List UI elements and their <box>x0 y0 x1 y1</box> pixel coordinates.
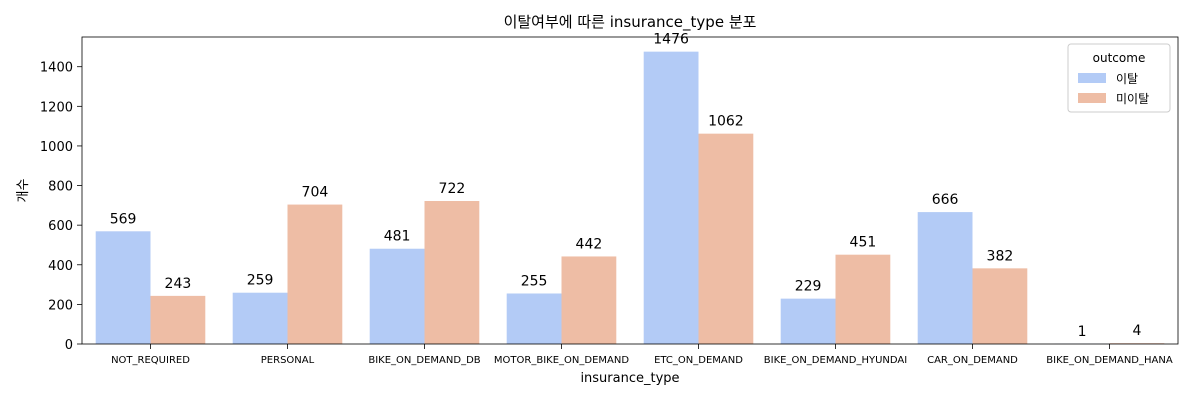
data-label: 722 <box>439 181 466 197</box>
legend-label: 이탈 <box>1116 72 1138 86</box>
bar-series2-bike-on-demand-db <box>424 200 480 344</box>
x-tick-label: ETC_ON_DEMAND <box>654 355 743 366</box>
bar-series1-etc-on-demand <box>643 51 699 345</box>
x-tick-label: NOT_REQUIRED <box>111 355 190 366</box>
x-tick-label: BIKE_ON_DEMAND_HYUNDAI <box>764 355 907 366</box>
y-tick-label: 200 <box>48 298 73 313</box>
bar-series1-bike-on-demand-hyundai <box>780 298 836 344</box>
data-label: 442 <box>576 236 603 252</box>
bar-series1-car-on-demand <box>917 212 973 344</box>
bar-series1-motor-bike-on-demand <box>506 293 562 344</box>
bar-series1-personal <box>232 292 288 344</box>
x-tick-label: BIKE_ON_DEMAND_DB <box>368 355 480 366</box>
y-tick-label: 1000 <box>40 140 73 155</box>
axes-frame <box>81 36 1179 345</box>
bar-series2-motor-bike-on-demand <box>561 256 617 344</box>
data-label: 481 <box>384 229 411 245</box>
y-tick-label: 400 <box>48 259 73 274</box>
data-label: 243 <box>165 276 192 292</box>
y-tick-label: 0 <box>65 338 73 353</box>
data-label: 382 <box>987 248 1014 264</box>
x-tick-label: CAR_ON_DEMAND <box>927 355 1018 366</box>
legend-swatch <box>1078 93 1106 103</box>
y-tick-label: 800 <box>48 180 73 195</box>
data-label: 451 <box>850 235 877 251</box>
chart-title: 이탈여부에 따른 insurance_type 분포 <box>504 13 757 32</box>
data-label: 569 <box>110 211 137 227</box>
data-label: 1 <box>1078 324 1087 340</box>
x-axis-label: insurance_type <box>580 371 679 386</box>
bar-series2-bike-on-demand-hyundai <box>835 254 891 344</box>
bar-series1-not-required <box>95 231 151 344</box>
y-tick-label: 1400 <box>40 61 73 76</box>
legend-label: 미이탈 <box>1116 92 1149 106</box>
x-tick-label: BIKE_ON_DEMAND_HANA <box>1046 355 1173 366</box>
legend-title: outcome <box>1093 51 1146 65</box>
y-axis-label: 개수 <box>16 179 31 203</box>
bar-series2-personal <box>287 204 343 344</box>
data-label: 229 <box>795 279 822 295</box>
legend-swatch <box>1078 73 1106 83</box>
y-tick-label: 1200 <box>40 100 73 115</box>
bar-series1-bike-on-demand-db <box>369 248 425 344</box>
x-tick-label: MOTOR_BIKE_ON_DEMAND <box>494 355 629 366</box>
bar-series2-car-on-demand <box>972 268 1028 344</box>
data-label: 4 <box>1132 323 1141 339</box>
data-label: 704 <box>302 185 329 201</box>
plot-area: 569 259 481 255 1476 229 666 1 243 704 722 442 1062 4… <box>95 32 1165 345</box>
y-axis: 0 200 400 600 800 1000 1200 1400 <box>40 61 82 353</box>
x-tick-label: PERSONAL <box>261 355 315 366</box>
data-label: 666 <box>932 192 959 208</box>
data-label: 1476 <box>653 32 689 48</box>
data-label: 259 <box>247 273 274 289</box>
bar-series2-etc-on-demand <box>698 133 754 344</box>
x-axis: NOT_REQUIRED PERSONAL BIKE_ON_DEMAND_DB MOT… <box>111 344 1173 366</box>
y-tick-label: 600 <box>48 219 73 234</box>
bar-series2-not-required <box>150 295 206 344</box>
data-label: 255 <box>521 273 548 289</box>
data-label: 1062 <box>708 114 744 130</box>
